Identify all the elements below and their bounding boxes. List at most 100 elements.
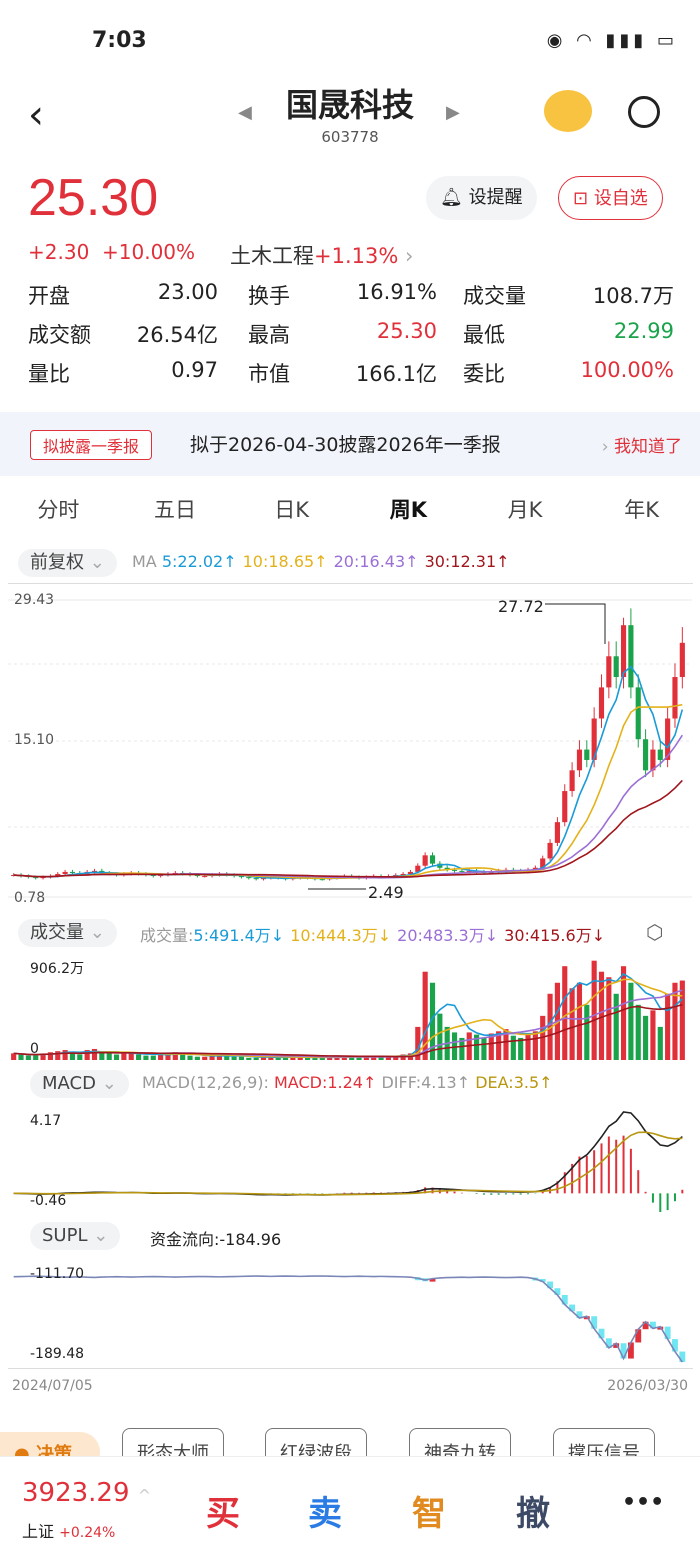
supl-dropdown[interactable]: SUPL ⌄ xyxy=(30,1222,121,1250)
settings-hex-icon[interactable]: ⬡ xyxy=(646,920,664,944)
stat-cell: 换手 16.91% xyxy=(248,280,463,319)
flow-bar xyxy=(598,1328,605,1339)
buy-button[interactable]: 买 xyxy=(206,1494,240,1534)
stat-label: 成交额 xyxy=(28,323,91,347)
add-watchlist-button[interactable]: ⊡ 设自选 xyxy=(558,176,663,220)
notice-dismiss[interactable]: › 我知道了 xyxy=(601,437,682,457)
stat-label: 成交量 xyxy=(463,284,526,308)
stat-cell: 量比 0.97 xyxy=(28,358,248,397)
candle-body xyxy=(569,770,575,792)
macd-min-label: -0.46 xyxy=(30,1193,67,1209)
volume-bar xyxy=(143,1055,149,1060)
volume-chart[interactable] xyxy=(0,952,700,1064)
tab-5[interactable]: 年K xyxy=(624,498,660,522)
tab-4[interactable]: 月K xyxy=(507,498,543,522)
candle-body xyxy=(554,822,560,843)
volume-bar xyxy=(363,1056,369,1060)
volume-bar xyxy=(246,1057,252,1060)
tab-2[interactable]: 日K xyxy=(274,498,310,522)
stat-label: 换手 xyxy=(248,284,290,308)
macd-chart[interactable] xyxy=(0,1104,700,1218)
next-stock-icon[interactable]: ▶ xyxy=(446,102,460,123)
candle-body xyxy=(650,749,656,771)
volume-bar xyxy=(459,1037,465,1060)
mascot-icon[interactable] xyxy=(544,90,592,132)
search-icon[interactable] xyxy=(628,96,660,128)
supl-chart[interactable] xyxy=(0,1256,700,1368)
volume-bar xyxy=(297,1056,303,1060)
volume-bar xyxy=(665,993,671,1060)
volume-bar xyxy=(562,966,568,1060)
candle-body xyxy=(613,656,619,678)
macd-dropdown[interactable]: MACD ⌄ xyxy=(30,1070,129,1098)
volume-bar xyxy=(628,982,634,1060)
volume-bar xyxy=(99,1052,105,1060)
fund-flow-line xyxy=(13,1275,683,1363)
prev-stock-icon[interactable]: ◀ xyxy=(238,102,252,123)
tab-1[interactable]: 五日 xyxy=(154,498,196,522)
sell-button[interactable]: 卖 xyxy=(308,1494,342,1534)
candle-body xyxy=(576,749,583,771)
stat-cell: 成交额 26.54亿 xyxy=(28,319,248,358)
volume-bar xyxy=(422,971,428,1060)
flow-bar xyxy=(547,1281,554,1289)
stock-name: 国晟科技 xyxy=(285,86,414,124)
volume-bar xyxy=(510,1035,516,1060)
volume-bar xyxy=(224,1055,230,1060)
macd-max-label: 4.17 xyxy=(30,1113,62,1129)
volume-bar xyxy=(187,1055,193,1060)
tab-3[interactable]: 周K xyxy=(389,498,427,522)
volume-dropdown[interactable]: 成交量 ⌄ xyxy=(18,919,117,947)
stat-cell: 市值 166.1亿 xyxy=(248,358,463,397)
stat-cell: 委比 100.00% xyxy=(463,358,674,397)
volume-ma-line xyxy=(13,989,683,1058)
volume-bar xyxy=(496,1031,502,1060)
candle-body xyxy=(194,875,200,877)
index-value[interactable]: 3923.29 ^ xyxy=(22,1478,152,1508)
vol-min-label: 0 xyxy=(30,1041,39,1057)
volume-bar xyxy=(620,966,627,1060)
volume-bar xyxy=(576,982,583,1060)
candle-body xyxy=(451,869,458,871)
volume-bar xyxy=(635,1004,641,1060)
y-min-label: 0.78 xyxy=(14,890,46,906)
more-button[interactable]: ••• xyxy=(622,1490,665,1515)
volume-bar xyxy=(305,1057,311,1060)
candle-body xyxy=(643,739,649,771)
candle-body xyxy=(407,871,414,874)
adjust-dropdown[interactable]: 前复权 ⌄ xyxy=(18,549,117,577)
candle-body xyxy=(562,791,568,823)
ma-line xyxy=(13,779,683,878)
set-alert-button[interactable]: 🔔︎ 设提醒 xyxy=(426,176,537,220)
kline-chart[interactable] xyxy=(0,584,700,914)
candle-body xyxy=(260,878,267,880)
industry-link[interactable]: 土木工程+1.13% › xyxy=(230,244,414,268)
volume-bar xyxy=(481,1037,487,1060)
legend-item: 5:491.4万↓ xyxy=(193,926,285,945)
volume-bar xyxy=(62,1050,68,1060)
ma-line xyxy=(13,665,684,880)
candle-body xyxy=(33,877,39,879)
volume-bar xyxy=(253,1057,259,1060)
back-button[interactable]: ‹ xyxy=(28,92,44,138)
candle-body xyxy=(62,871,68,874)
macd-legend: MACD(12,26,9): MACD:1.24↑ DIFF:4.13↑ DEA… xyxy=(142,1073,553,1092)
flow-bar xyxy=(429,1278,436,1282)
status-time: 7:03 xyxy=(92,28,147,53)
watch-icon: ⊡ xyxy=(573,188,594,209)
volume-bar xyxy=(231,1056,237,1060)
volume-bar xyxy=(613,993,619,1060)
volume-bar xyxy=(591,960,597,1060)
volume-ma-line xyxy=(13,1003,683,1058)
cancel-order-button[interactable]: 撤 xyxy=(516,1494,550,1534)
y-mid-label: 15.10 xyxy=(14,732,55,748)
notice-text: 拟于2026-04-30披露2026年一季报 xyxy=(190,434,501,456)
flow-bar xyxy=(605,1338,612,1348)
candle-body xyxy=(246,877,252,879)
stat-value: 26.54亿 xyxy=(136,323,218,347)
legend-item: 30:415.6万↓ xyxy=(504,926,606,945)
notice-tag: 拟披露一季报 xyxy=(30,430,153,460)
current-price: 25.30 xyxy=(28,169,159,227)
smart-button[interactable]: 智 xyxy=(412,1494,446,1534)
tab-0[interactable]: 分时 xyxy=(37,498,80,522)
